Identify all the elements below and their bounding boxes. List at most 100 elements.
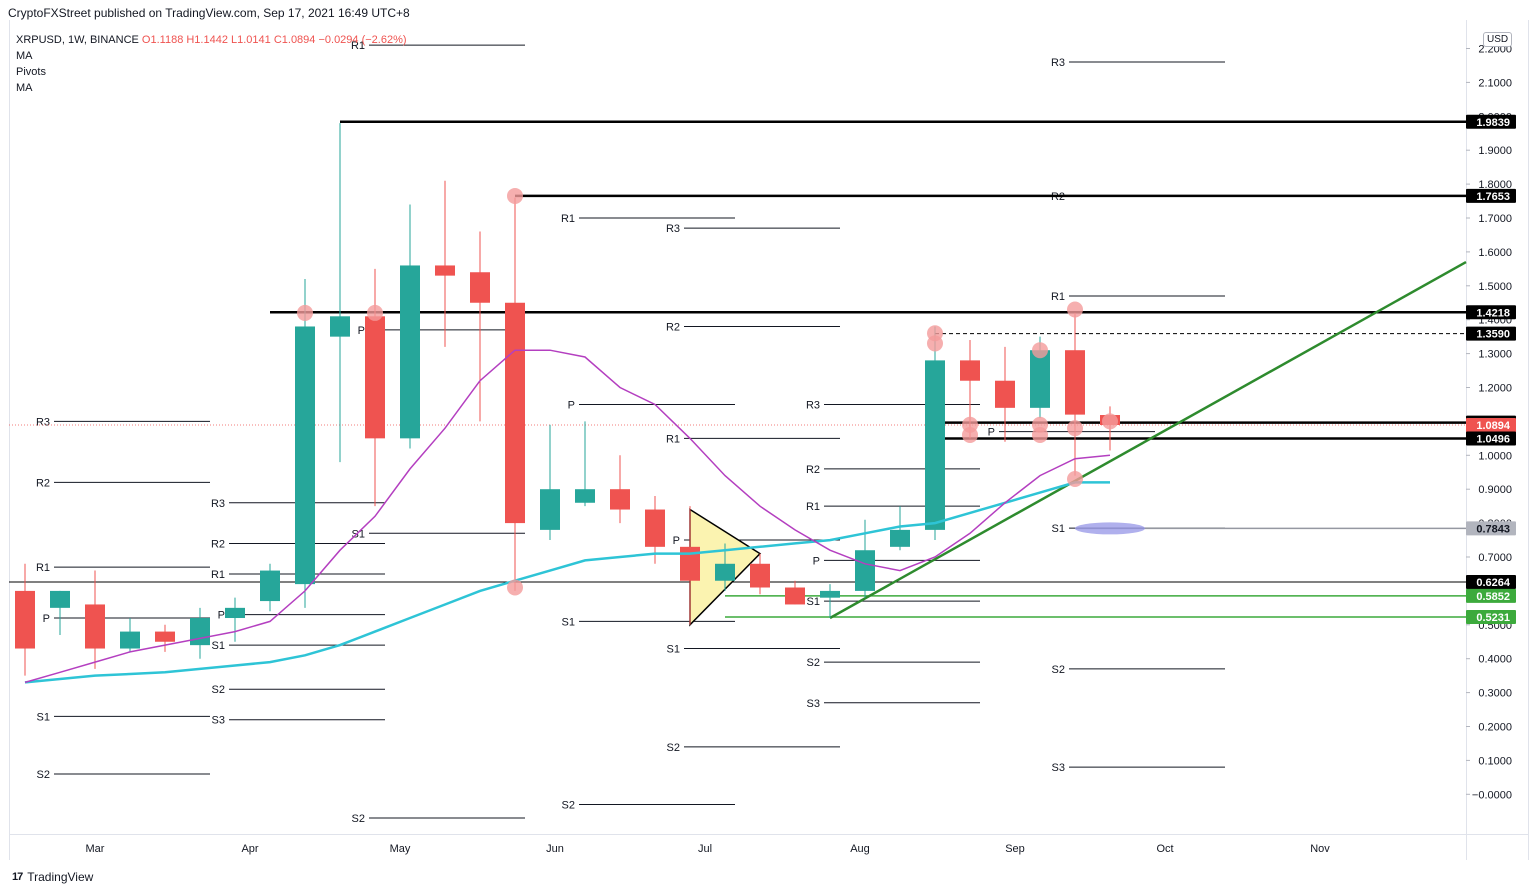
indicator-ma-2[interactable]: MA [16,82,33,94]
price-label-bg [1466,188,1516,203]
candle-body [610,489,630,510]
price-label-bg [1466,305,1516,320]
candle-body [575,489,595,503]
marker-dot [1067,471,1083,488]
tradingview-brand[interactable]: 17 TradingView [12,870,93,884]
candle-body [260,570,280,602]
currency-button[interactable]: USD [1483,32,1513,47]
marker-dot [927,335,943,352]
pivot-label: R2 [806,464,820,476]
price-label-bg [1466,431,1516,446]
pivot-label: R1 [211,569,225,581]
price-label: 0.5231 [1476,612,1510,624]
candle-body [540,489,560,530]
y-tick-label: 1.5000 [1478,281,1512,293]
x-tick-label: May [390,843,411,855]
candle-body [225,607,245,619]
x-tick-label: Apr [241,843,258,855]
marker-dot [1032,416,1048,433]
candle-body [295,326,315,585]
y-tick-label: 1.6000 [1478,247,1512,259]
chart-frame[interactable] [9,20,1529,860]
pivot-label: S2 [807,657,820,669]
price-label: 1.0496 [1476,433,1510,445]
y-tick-label: 1.0000 [1478,450,1512,462]
published-header: CryptoFXStreet published on TradingView.… [8,6,410,20]
pivot-label: S1 [807,596,820,608]
y-tick-label: 2.1000 [1478,77,1512,89]
candle-body [330,316,350,337]
candle-body [120,631,140,649]
pivot-label: R1 [806,501,820,513]
pivot-label: S2 [667,742,680,754]
pivot-label: S3 [807,698,820,710]
pivot-label: P [673,535,680,547]
y-tick-label: 1.8000 [1478,179,1512,191]
candle-body [1030,350,1050,408]
symbol-label: XRPUSD, 1W, BINANCE [16,34,139,46]
pivot-label: S3 [212,715,225,727]
indicator-pivots[interactable]: Pivots [16,66,46,78]
price-label: 0.6264 [1476,577,1511,589]
pivot-label: S2 [352,813,365,825]
indicator-ma-1[interactable]: MA [16,50,33,62]
pivot-label: P [43,613,50,625]
y-tick-label: 1.2000 [1478,383,1512,395]
candle-body [960,360,980,381]
candle-body [15,590,35,649]
candle-body [50,590,70,608]
candle-body [645,509,665,547]
candle-body [85,604,105,649]
uptrend-line [829,260,1467,620]
price-label-bg [1466,326,1516,341]
pivot-label: P [218,610,225,622]
marker-dot [297,304,313,321]
pivot-label: R2 [666,321,680,333]
y-tick-label: 0.1000 [1478,755,1512,767]
marker-dot [962,426,978,443]
pivot-label: S2 [562,799,575,811]
legend-symbol-row[interactable]: XRPUSD, 1W, BINANCE O1.1188 H1.1442 L1.0… [16,32,407,48]
pivot-label: S3 [1052,762,1065,774]
x-tick-label: Jun [546,843,564,855]
pivot-label: R3 [806,399,820,411]
pivot-label: R3 [36,416,50,428]
pivot-label: R1 [351,40,365,52]
candle-body [400,265,420,439]
marker-dot [1102,413,1118,430]
price-label: 0.5852 [1476,591,1510,603]
marker-dot [367,304,383,321]
price-label-bg [1466,609,1516,624]
price-label: 0.7843 [1476,523,1510,535]
pivot-label: P [568,399,575,411]
pivot-label: R1 [561,213,575,225]
pivot-label: R1 [36,562,50,574]
candle-body [365,316,385,439]
pivot-label: S1 [352,528,365,540]
x-tick-label: Mar [86,843,105,855]
candle-body [995,380,1015,408]
ma-fast-line [24,349,1111,684]
pivot-label: S2 [212,684,225,696]
candle-body [925,360,945,530]
pivot-label: R3 [1051,57,1065,69]
pivot-label: P [813,555,820,567]
candle-body [470,272,490,303]
candle-body [435,265,455,276]
pivot-label: S2 [37,769,50,781]
ma-slow-line [24,481,1110,684]
price-label-bg [1466,417,1516,432]
price-label: 1.7653 [1476,191,1510,203]
y-tick-label: 0.4000 [1478,654,1512,666]
pivot-label: S1 [667,644,680,656]
pivot-label: S1 [1052,523,1065,535]
y-tick-label: 0.9000 [1478,484,1512,496]
candle-body [715,563,735,581]
candle-body [890,529,910,547]
highlight-ellipse [1075,522,1145,535]
candle-body [820,590,840,598]
y-tick-label: 0.7000 [1478,552,1512,564]
candle-body [855,550,875,591]
time-axis-divider [9,834,1529,835]
